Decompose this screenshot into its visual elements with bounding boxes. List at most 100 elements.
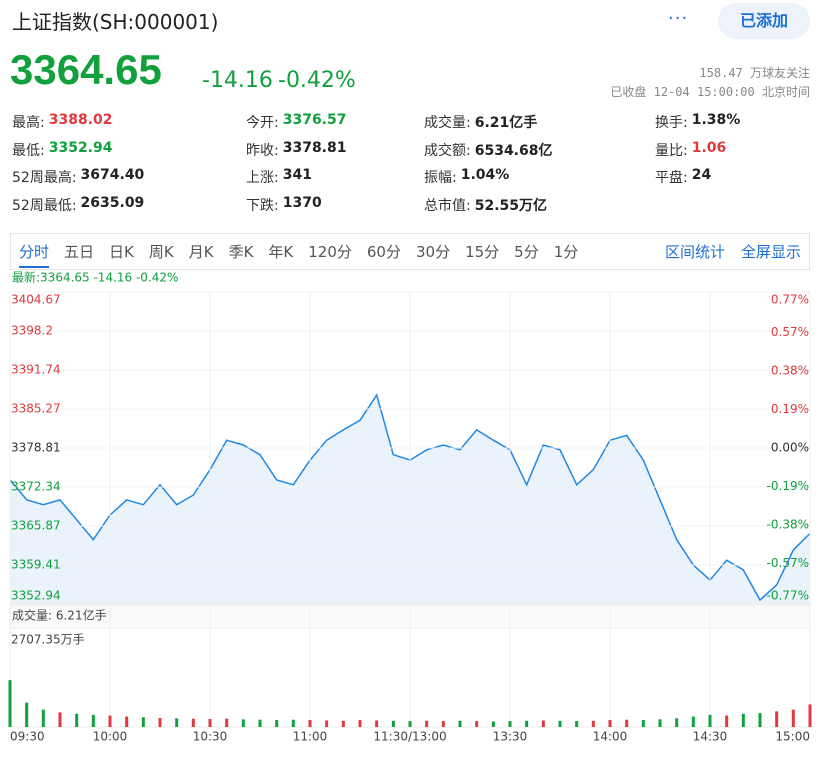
tab[interactable]: 分时	[19, 241, 50, 268]
stat-value: 52.55万亿	[474, 197, 548, 214]
stat-label: 昨收:	[246, 142, 279, 159]
x-tick-label: 10:30	[193, 730, 228, 744]
tab[interactable]: 5分	[514, 243, 539, 261]
x-tick-label: 11:00	[293, 730, 328, 744]
title: 上证指数(SH:000001)	[12, 10, 219, 34]
stat-label: 总市值:	[424, 197, 471, 214]
stat-label: 成交额:	[424, 142, 471, 159]
volume-bar	[208, 719, 212, 727]
y-tick-label: 3365.87	[11, 519, 61, 533]
y-tick-label: 2707.35万手	[11, 633, 85, 647]
volume-bar	[525, 720, 529, 727]
volume-bar	[341, 720, 345, 727]
stat-value: 1.38%	[691, 112, 741, 128]
y2-tick-label: -0.19%	[767, 479, 809, 493]
x-tick-label: 13:30	[493, 730, 528, 744]
latest: 最新:3364.65 -14.16 -0.42%	[12, 270, 178, 285]
y2-tick-label: 0.57%	[771, 325, 809, 339]
volume-bar	[358, 720, 362, 727]
volume-bar	[241, 719, 245, 727]
stat-label: 下跌:	[246, 197, 279, 214]
tab[interactable]: 日K	[109, 243, 134, 261]
volume-bar	[758, 713, 762, 727]
volume-bar	[291, 719, 295, 727]
y2-tick-label: 0.38%	[771, 364, 809, 378]
stat-value: 3352.94	[48, 139, 113, 156]
tab[interactable]: 年K	[268, 243, 294, 261]
stat-label: 换手:	[655, 115, 688, 131]
volume-bar	[391, 720, 395, 727]
stat-value: 24	[691, 167, 712, 183]
volume-bar	[508, 721, 512, 727]
y2-tick-label: 0.19%	[771, 402, 809, 416]
y-tick-label: 3359.41	[11, 557, 61, 571]
stat-value: 6534.68亿	[474, 142, 553, 159]
volume-bar	[275, 720, 279, 727]
y-tick-label: 3352.94	[11, 589, 61, 603]
y-tick-label: 3372.34	[11, 479, 61, 493]
followers: 158.47 万球友关注	[699, 66, 810, 80]
volume-bar	[725, 715, 729, 727]
x-tick-label: 11:30/13:00	[373, 730, 446, 744]
volume-bar	[175, 718, 179, 727]
tab[interactable]: 季K	[228, 243, 254, 261]
stat-label: 振幅:	[424, 170, 457, 186]
volume-bar	[691, 716, 695, 727]
tab[interactable]: 1分	[553, 243, 579, 261]
tab[interactable]: 15分	[465, 243, 500, 261]
x-tick-label: 14:00	[593, 730, 628, 744]
x-tick-label: 15:00	[775, 730, 810, 744]
change-pct: -0.42%	[278, 68, 356, 93]
stat-value: 1.06	[691, 139, 727, 156]
tab-action[interactable]: 全屏显示	[740, 243, 801, 261]
tab[interactable]: 30分	[415, 243, 451, 261]
y2-tick-label: 0.00%	[771, 441, 809, 455]
volume-bar	[158, 717, 162, 727]
volume-bar	[575, 721, 579, 727]
stat-value: 3674.40	[80, 167, 145, 183]
stat-value: 2635.09	[80, 194, 145, 211]
volume-bar	[441, 721, 445, 727]
volume-bar	[75, 713, 79, 727]
stat-label: 52周最高:	[12, 170, 77, 186]
volume-bar	[791, 709, 795, 727]
y-tick-label: 3378.81	[11, 440, 61, 454]
y2-tick-label: 0.77%	[771, 293, 809, 307]
tab-action[interactable]: 区间统计	[664, 243, 725, 261]
volume-bar	[58, 712, 62, 727]
volume-bar	[125, 716, 129, 727]
follow-button[interactable]: 已添加	[718, 3, 810, 39]
volume-bar	[308, 720, 312, 727]
tab-bar: 分时 五日 日K 周K 月K 季K 年K 120分 60分 30分 15分 5分 1分 全屏显示 区间统计	[10, 233, 810, 270]
volume-bar	[741, 713, 745, 727]
x-tick-label: 10:00	[93, 730, 128, 744]
more-button[interactable]: ···	[668, 8, 689, 29]
volume-bar	[91, 714, 95, 727]
stat-value: 3378.81	[282, 139, 347, 156]
stat-label: 量比:	[655, 142, 688, 159]
stat-label: 最低:	[12, 142, 45, 159]
volume-bar	[8, 680, 12, 727]
volume-bar	[675, 718, 679, 727]
volume-bar	[408, 721, 412, 727]
tab[interactable]: 五日	[64, 243, 95, 261]
tab[interactable]: 120分	[308, 243, 352, 261]
stat-value: 1.04%	[460, 167, 510, 183]
volume-bar	[608, 720, 612, 727]
volume-bar	[325, 720, 329, 727]
stat-value: 3388.02	[48, 112, 113, 128]
volume-bar	[775, 711, 779, 727]
tab[interactable]: 月K	[188, 243, 214, 261]
stat-value: 1370	[282, 194, 322, 211]
tab[interactable]: 周K	[148, 243, 174, 261]
stat-label: 最高:	[12, 115, 45, 131]
x-tick-label: 09:30	[10, 730, 45, 744]
tab[interactable]: 60分	[366, 243, 401, 261]
volume-bar	[41, 709, 45, 727]
stat-label: 平盘:	[655, 170, 688, 186]
volume-bar	[475, 721, 479, 727]
volume-bar	[591, 720, 595, 727]
stat-value: 341	[282, 167, 312, 183]
stat-label: 成交量:	[424, 115, 471, 131]
